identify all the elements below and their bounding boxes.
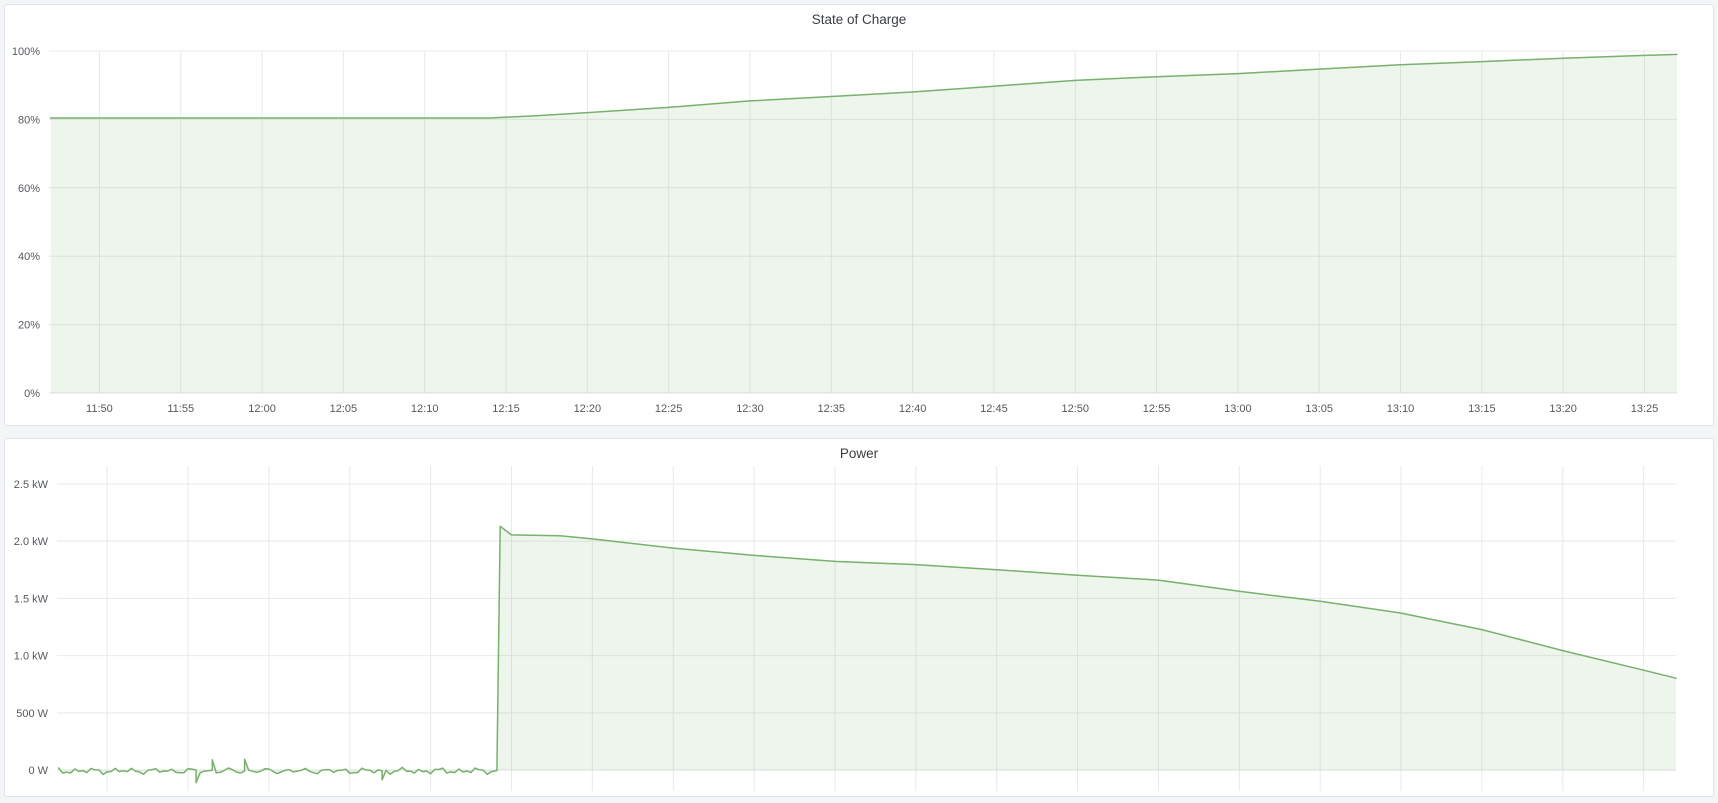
x-tick-label: 13:05 (1305, 403, 1333, 415)
x-tick-label: 12:50 (1061, 403, 1089, 415)
y-tick-label: 100% (12, 46, 40, 58)
y-tick-label: 20% (18, 320, 40, 332)
y-tick-label: 40% (18, 251, 40, 263)
series-line (57, 525, 1677, 784)
panel-power: Power 0 W 500 W 1.0 kW 1.5 kW 2.0 kW 2.5 kW (4, 438, 1714, 797)
x-tick-label: 12:30 (736, 403, 764, 415)
x-tick-label: 12:45 (980, 403, 1008, 415)
x-tick-label: 12:05 (330, 403, 358, 415)
x-tick-label: 12:10 (411, 403, 439, 415)
power-chart-svg[interactable]: 0 W 500 W 1.0 kW 1.5 kW 2.0 kW 2.5 kW (5, 439, 1713, 796)
x-tick-label: 12:15 (492, 403, 520, 415)
x-tick-label: 13:15 (1468, 403, 1496, 415)
y-tick-label: 1.5 kW (14, 593, 49, 605)
y-tick-label: 2.5 kW (14, 479, 49, 491)
y-tick-label: 0 W (28, 765, 48, 777)
panel-title-state-of-charge[interactable]: State of Charge (811, 12, 907, 27)
x-tick-label: 13:25 (1631, 403, 1659, 415)
y-tick-label: 0% (24, 388, 40, 400)
y-tick-label: 60% (18, 183, 40, 195)
state-of-charge-chart-svg[interactable]: 11:50 11:55 12:00 12:05 12:10 12:15 12:20 12:25… (5, 5, 1713, 425)
series-area-fill (58, 526, 1677, 783)
x-tick-label: 11:50 (86, 403, 113, 415)
x-tick-label: 12:20 (574, 403, 602, 415)
y-tick-label: 1.0 kW (14, 651, 49, 663)
x-tick-label: 13:20 (1549, 403, 1577, 415)
series-area-fill (50, 54, 1678, 394)
y-tick-label: 500 W (16, 708, 48, 720)
x-tick-label: 13:10 (1387, 403, 1415, 415)
x-tick-label: 12:55 (1143, 403, 1171, 415)
x-tick-label: 12:25 (655, 403, 683, 415)
series-line (49, 53, 1678, 119)
panel-state-of-charge: State of Charge 11:50 11:55 12:00 12:05 12:1… (4, 4, 1714, 426)
x-tick-label: 11:55 (167, 403, 194, 415)
y-tick-label: 80% (18, 114, 40, 126)
x-tick-label: 12:00 (248, 403, 276, 415)
x-tick-label: 12:35 (818, 403, 846, 415)
x-tick-label: 12:40 (899, 403, 927, 415)
panel-title-power[interactable]: Power (839, 446, 879, 461)
x-tick-label: 13:00 (1224, 403, 1252, 415)
y-tick-label: 2.0 kW (14, 536, 49, 548)
